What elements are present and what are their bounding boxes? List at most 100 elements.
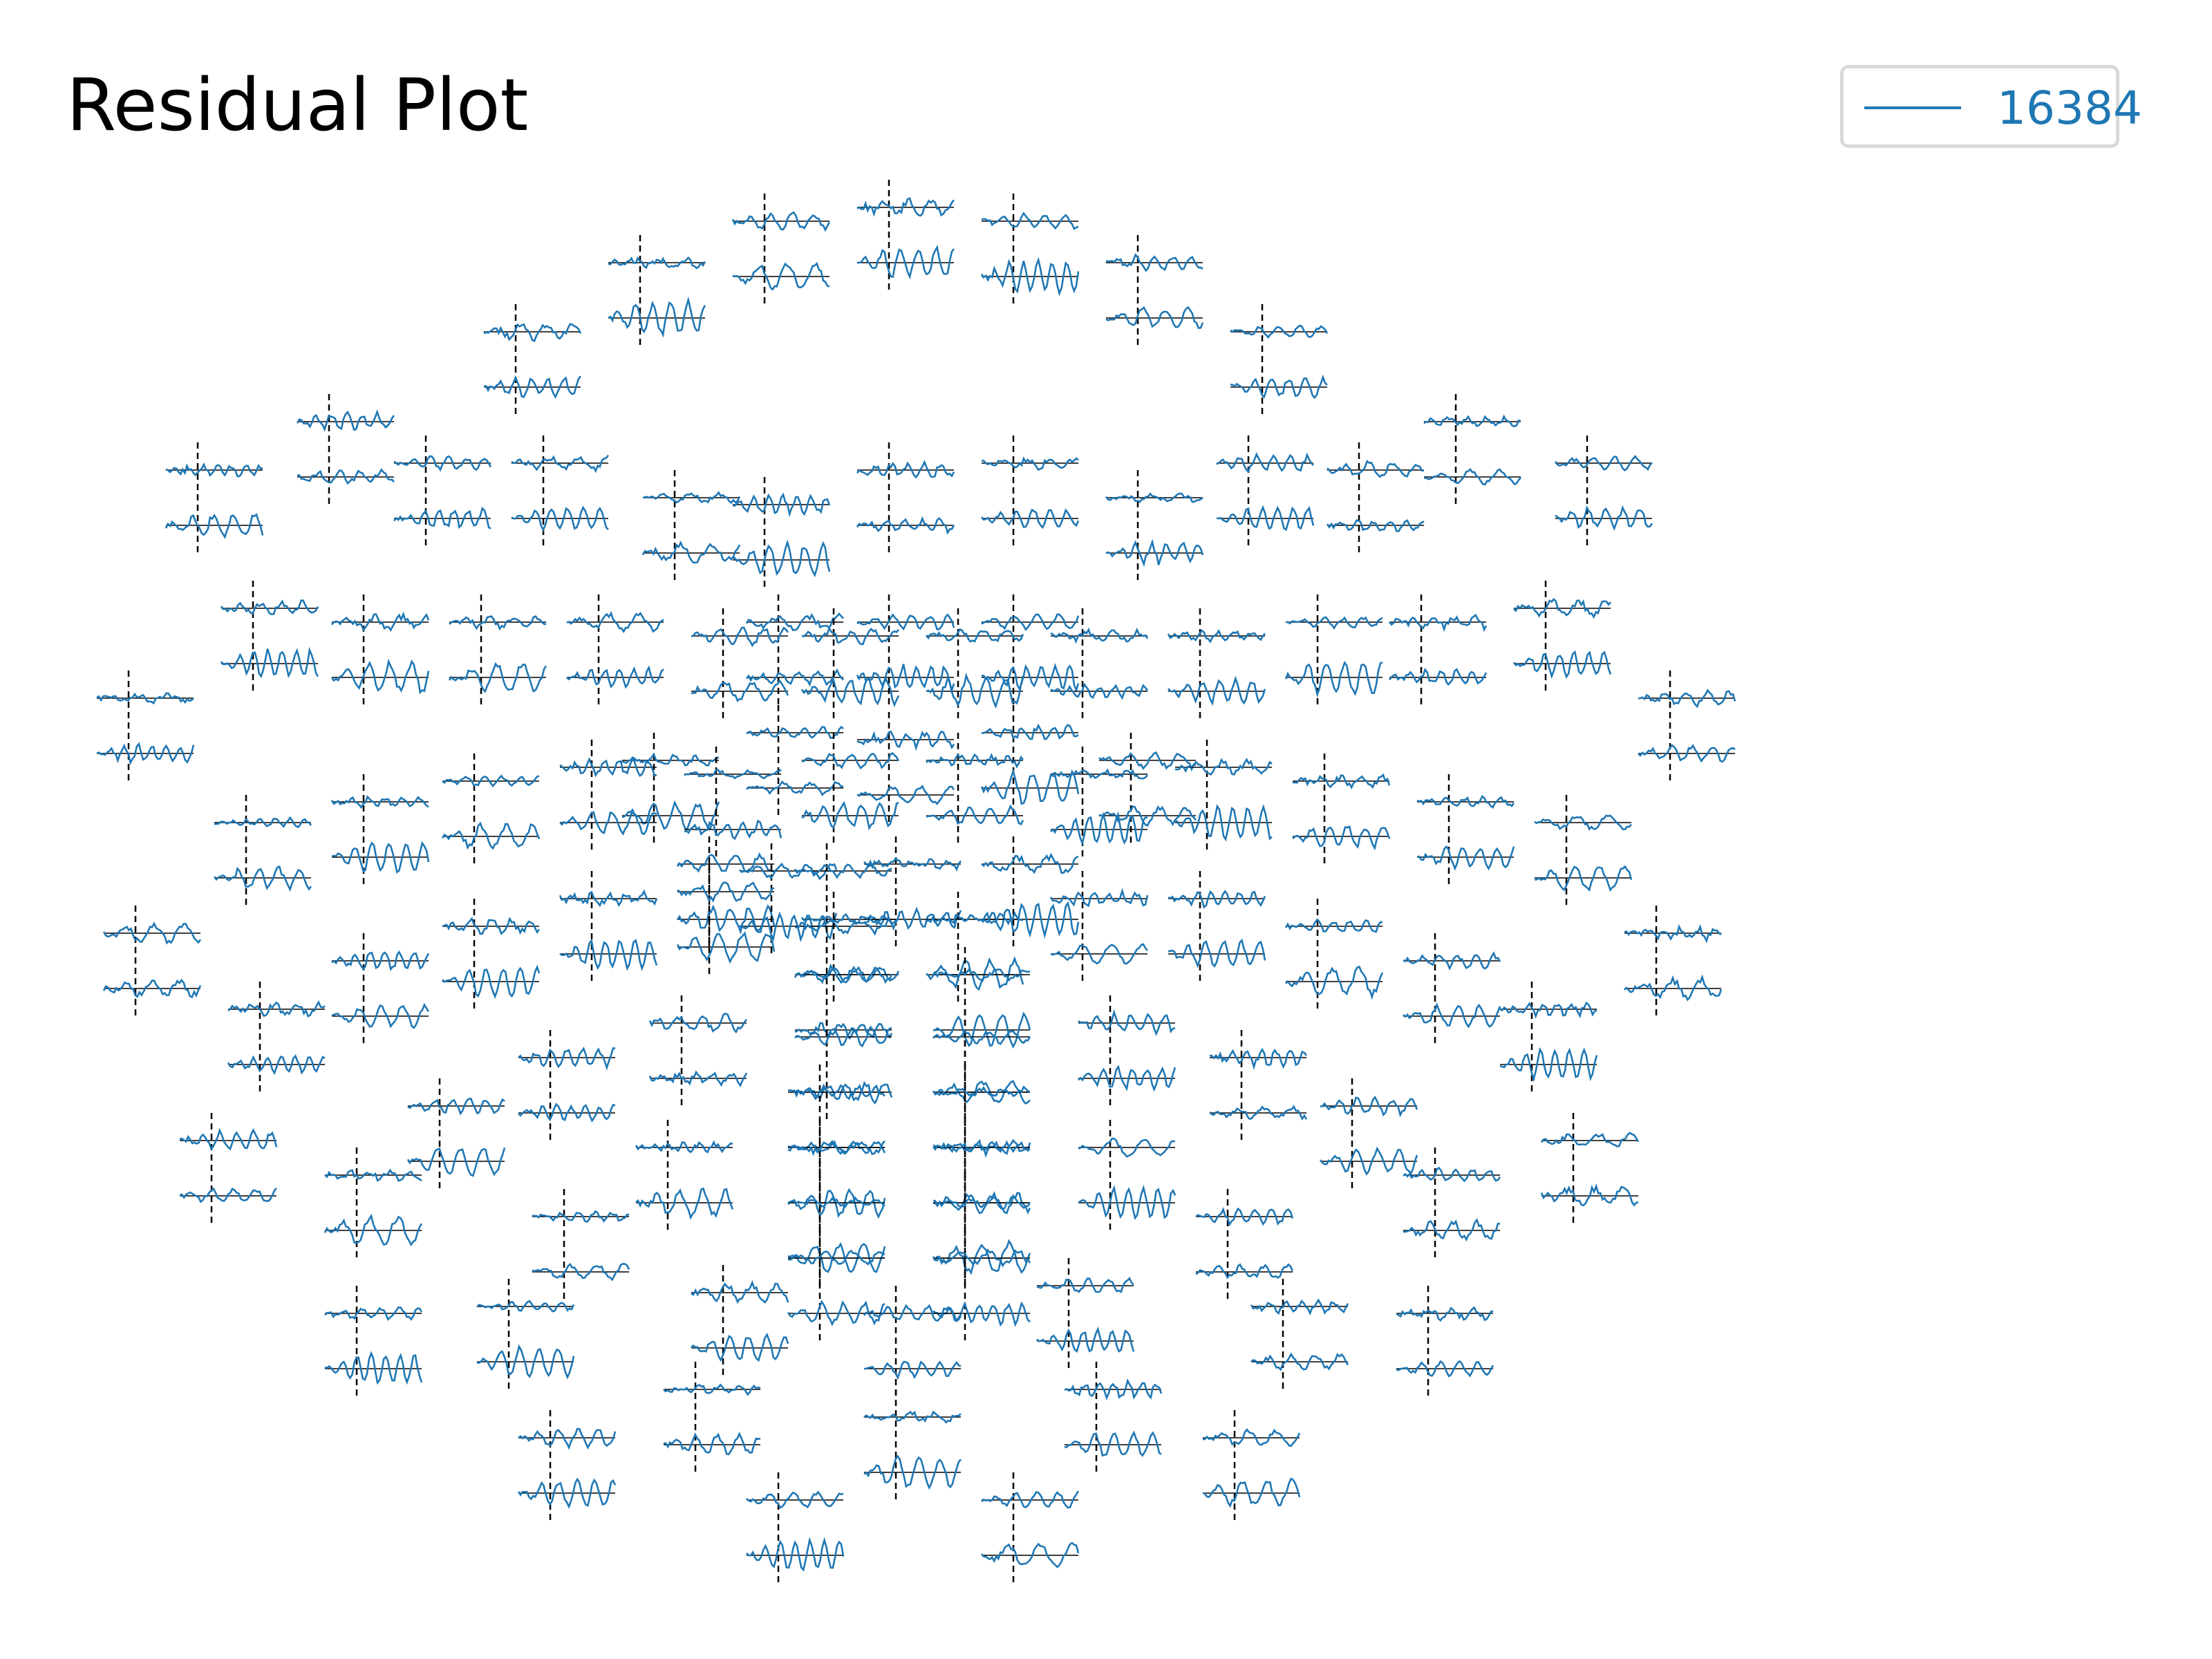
residual-trace [863, 856, 962, 872]
residual-trace [1250, 1352, 1349, 1371]
sensor-10 [393, 435, 492, 546]
residual-trace [330, 611, 430, 632]
residual-trace [518, 1103, 616, 1123]
sensor-111 [1202, 1410, 1301, 1521]
residual-trace [746, 1490, 844, 1509]
residual-trace [96, 742, 195, 765]
sensor-107 [663, 1362, 761, 1472]
residual-trace [1388, 668, 1488, 686]
residual-trace [731, 211, 831, 232]
sensor-89 [1540, 1113, 1640, 1224]
sensor-63 [331, 933, 430, 1044]
residual-trace [296, 409, 395, 432]
residual-trace [677, 881, 775, 903]
sensor-108 [863, 1389, 962, 1500]
residual-trace [794, 863, 892, 880]
residual-trace [1050, 627, 1149, 644]
sensor-23 [981, 594, 1080, 705]
residual-trace [1624, 974, 1723, 1002]
residual-trace [691, 1280, 789, 1304]
residual-trace [1284, 918, 1383, 933]
residual-trace [1554, 455, 1653, 471]
residual-trace [1499, 1002, 1597, 1019]
sensor-30 [981, 836, 1080, 947]
sensor-66 [676, 864, 776, 975]
residual-trace [733, 539, 831, 578]
sensor-60 [1624, 906, 1723, 1016]
sensor-11 [511, 435, 610, 546]
residual-trace [1423, 468, 1521, 486]
residual-trace [1555, 505, 1653, 531]
residual-trace [1320, 1096, 1418, 1118]
residual-trace [331, 1002, 430, 1029]
residual-trace [926, 804, 1024, 826]
residual-trace [1036, 1326, 1135, 1353]
sensor-22 [745, 594, 844, 705]
sensor-51 [559, 740, 657, 850]
sensor-68 [926, 892, 1024, 1002]
residual-trace [856, 613, 955, 631]
residual-trace [800, 676, 900, 708]
residual-trace [1036, 1277, 1134, 1293]
chart-title: Residual Plot [66, 63, 529, 147]
residual-trace [1250, 1298, 1349, 1315]
residual-trace [1230, 324, 1329, 339]
residual-trace [676, 852, 775, 873]
residual-trace [932, 1029, 1031, 1045]
residual-trace [559, 811, 657, 836]
sensor-93 [1078, 1120, 1177, 1230]
residual-trace [926, 753, 1024, 769]
sensor-87 [1319, 1078, 1418, 1189]
residual-trace [787, 1196, 885, 1209]
residual-trace [863, 1360, 962, 1380]
residual-trace [932, 1239, 1031, 1275]
sensor-88 [1403, 1147, 1501, 1258]
sensor-94 [532, 1189, 630, 1300]
residual-trace [1174, 804, 1273, 842]
residual-trace [1284, 660, 1383, 698]
residual-trace [1168, 890, 1266, 909]
residual-trace [566, 665, 664, 689]
residual-trace [794, 919, 893, 937]
sensor-69 [1049, 871, 1149, 982]
residual-trace [448, 662, 547, 693]
sensor-110 [517, 1410, 617, 1521]
residual-trace [227, 1054, 326, 1076]
residual-trace [1285, 965, 1384, 1000]
sensor-46 [1638, 671, 1736, 781]
sensor-113 [980, 1472, 1080, 1583]
residual-trace [932, 1140, 1031, 1153]
residual-trace [220, 599, 319, 615]
residual-trace [608, 296, 706, 338]
sensor-96 [932, 1175, 1031, 1286]
residual-trace [648, 1012, 747, 1034]
residual-trace [1513, 598, 1611, 619]
sensor-8 [296, 394, 395, 505]
residual-trace [863, 1454, 962, 1490]
residual-trace [442, 774, 540, 788]
residual-trace [518, 1047, 616, 1071]
residual-trace [608, 256, 706, 270]
residual-trace [980, 256, 1080, 297]
residual-trace [1209, 1105, 1308, 1121]
residual-trace [407, 1098, 505, 1116]
sensor-17 [1216, 435, 1315, 546]
residual-trace [663, 1383, 761, 1396]
sensor-38 [691, 608, 789, 719]
residual-trace [863, 906, 962, 931]
residual-trace [801, 800, 899, 831]
sensor-64 [442, 899, 541, 1009]
sensor-57 [1292, 753, 1391, 864]
residual-trace [1168, 938, 1266, 968]
residual-trace [1202, 1477, 1301, 1508]
residual-trace [981, 852, 1079, 874]
residual-trace [406, 1147, 506, 1177]
residual-trace [1403, 951, 1501, 971]
residual-trace [1167, 628, 1266, 644]
residual-trace [1078, 1137, 1176, 1158]
sensor-36 [448, 594, 547, 705]
residual-trace [1050, 811, 1147, 846]
sensor-2 [731, 194, 831, 304]
residual-trace [1534, 814, 1632, 831]
